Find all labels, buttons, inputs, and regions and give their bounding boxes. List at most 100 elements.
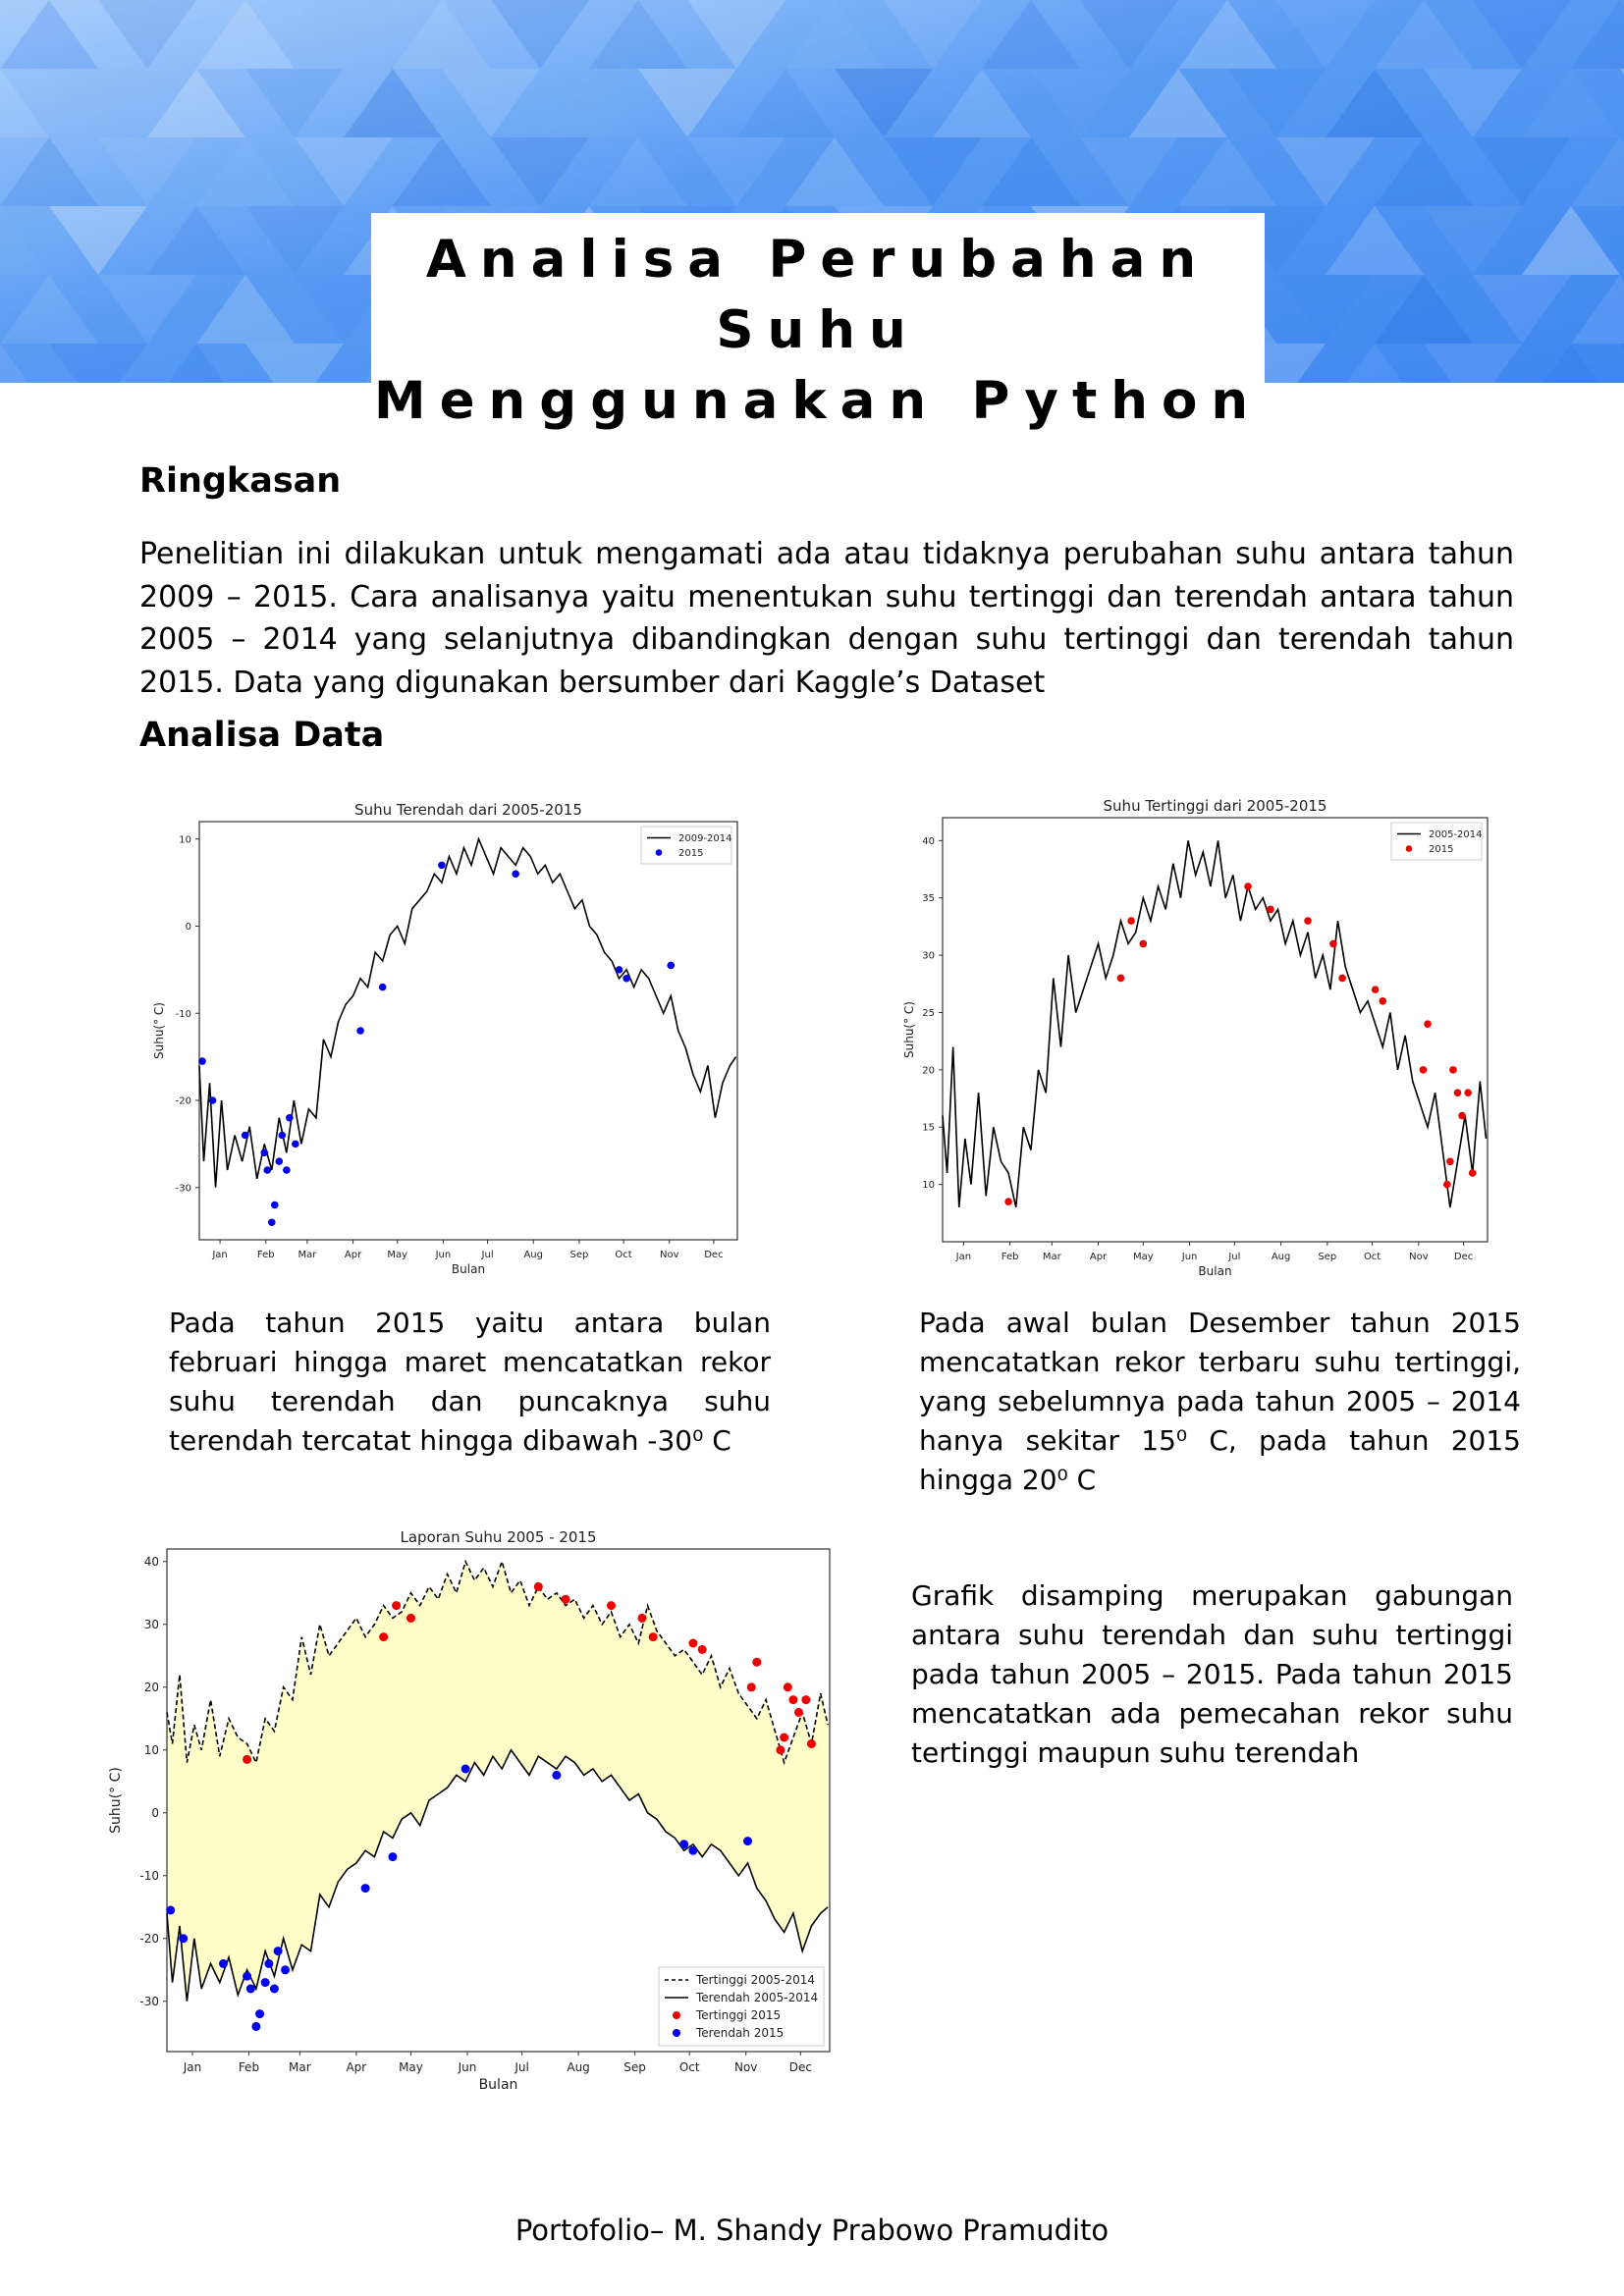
chart-title: Laporan Suhu 2005 - 2015 <box>401 1528 597 1546</box>
series-line <box>166 1559 829 1766</box>
data-point <box>512 870 519 879</box>
data-point <box>392 1601 402 1611</box>
banner-triangle <box>0 206 49 275</box>
y-tick-label: 20 <box>144 1681 159 1694</box>
x-tick-label: Jul <box>1227 1252 1240 1262</box>
y-axis-label: Suhu(° C) <box>108 1767 124 1834</box>
banner-triangle <box>785 0 884 69</box>
title-box: Analisa Perubahan Suhu Menggunakan Pytho… <box>371 213 1265 431</box>
x-tick-label: Sep <box>1318 1252 1336 1262</box>
data-point <box>292 1140 299 1148</box>
data-point <box>1468 1169 1477 1177</box>
data-point <box>263 1166 272 1174</box>
data-point <box>241 1131 249 1140</box>
data-point <box>1453 1089 1462 1097</box>
plot-frame <box>198 821 738 1241</box>
x-tick-label: Jun <box>1181 1252 1198 1262</box>
banner-triangle <box>687 0 785 69</box>
data-point <box>281 1965 291 1975</box>
legend-label: Tertinggi 2015 <box>695 2008 781 2022</box>
banner-triangle <box>1178 0 1276 69</box>
banner-triangle <box>295 0 393 69</box>
legend-marker <box>673 2011 680 2019</box>
legend-label: Terendah 2015 <box>695 2026 784 2040</box>
chart-title: Suhu Terendah dari 2005-2015 <box>354 801 582 819</box>
banner-triangle <box>196 0 295 69</box>
x-axis-label: Bulan <box>1198 1264 1231 1278</box>
data-point <box>1329 939 1337 948</box>
banner-triangle <box>1620 206 1624 212</box>
y-tick-label: -30 <box>139 1995 159 2008</box>
data-point <box>270 1201 279 1209</box>
banner-triangle <box>147 69 245 137</box>
banner-triangle <box>1424 344 1522 383</box>
legend-box <box>640 826 732 865</box>
banner-triangle <box>1424 69 1522 137</box>
banner-triangle <box>1276 275 1375 344</box>
data-point <box>260 1148 269 1157</box>
x-tick-label: Nov <box>1409 1252 1429 1262</box>
data-point <box>1464 1089 1472 1097</box>
data-point <box>746 1682 756 1692</box>
series-line <box>198 836 737 1188</box>
banner-triangle <box>933 69 1031 137</box>
data-point <box>752 1657 762 1667</box>
banner-triangle <box>245 206 344 275</box>
data-point <box>460 1764 470 1774</box>
footer: Portofolio– M. Shandy Prabowo Pramudito <box>514 2214 1110 2247</box>
banner-triangle <box>147 206 245 275</box>
data-point <box>166 1905 176 1915</box>
y-tick-label: -10 <box>139 1869 159 1883</box>
data-point <box>251 2021 261 2031</box>
data-point <box>615 966 623 974</box>
legend-marker <box>673 2029 680 2037</box>
x-tick-label: Aug <box>1272 1252 1291 1262</box>
x-tick-label: Apr <box>345 1250 362 1260</box>
banner-triangle <box>687 137 785 206</box>
banner-triangle <box>1080 137 1178 206</box>
banner-triangle <box>1620 344 1624 349</box>
banner-triangle <box>49 69 147 137</box>
data-point <box>208 1096 217 1104</box>
y-tick-label: 10 <box>922 1180 935 1191</box>
data-point <box>1458 1111 1466 1120</box>
banner-triangle <box>196 137 295 206</box>
legend-marker <box>1405 845 1413 852</box>
legend-label: Terendah 2005-2014 <box>695 1991 818 2004</box>
data-point <box>379 1632 389 1642</box>
banner-triangle <box>1375 137 1473 206</box>
data-point <box>788 1695 798 1705</box>
banner-triangle <box>785 137 884 206</box>
data-point <box>1304 917 1312 925</box>
data-point <box>1139 939 1148 948</box>
x-tick-label: May <box>387 1250 407 1260</box>
data-point <box>1449 1066 1457 1074</box>
x-tick-label: Apr <box>1090 1252 1108 1262</box>
banner-triangle <box>1129 69 1227 137</box>
data-point <box>1116 974 1125 983</box>
y-tick-label: 25 <box>922 1008 935 1019</box>
data-point <box>552 1770 562 1780</box>
banner-triangle <box>1571 0 1624 69</box>
series-line <box>942 840 1488 1208</box>
document-title-line-2: Menggunakan Python <box>373 371 1263 431</box>
legend-marker <box>655 849 663 856</box>
y-tick-label: 30 <box>144 1618 159 1631</box>
legend-label: 2009-2014 <box>678 833 732 844</box>
banner-triangle <box>1571 275 1624 344</box>
legend-label: 2005-2014 <box>1429 829 1483 840</box>
header-banner <box>0 0 1624 383</box>
banner-triangle <box>1276 137 1375 206</box>
data-point <box>356 1027 364 1035</box>
x-axis-label: Bulan <box>479 2077 518 2093</box>
banner-triangle <box>295 275 393 344</box>
x-tick-label: Jun <box>458 2060 477 2074</box>
data-point <box>1424 1020 1432 1028</box>
document-title-line-1: Analisa Perubahan Suhu <box>425 230 1211 360</box>
data-point <box>1371 986 1380 993</box>
x-tick-label: Oct <box>1364 1252 1380 1262</box>
banner-triangle <box>0 137 98 206</box>
banner-triangle <box>638 69 736 137</box>
x-tick-label: Mar <box>1043 1252 1062 1262</box>
banner-triangle <box>1522 206 1620 275</box>
